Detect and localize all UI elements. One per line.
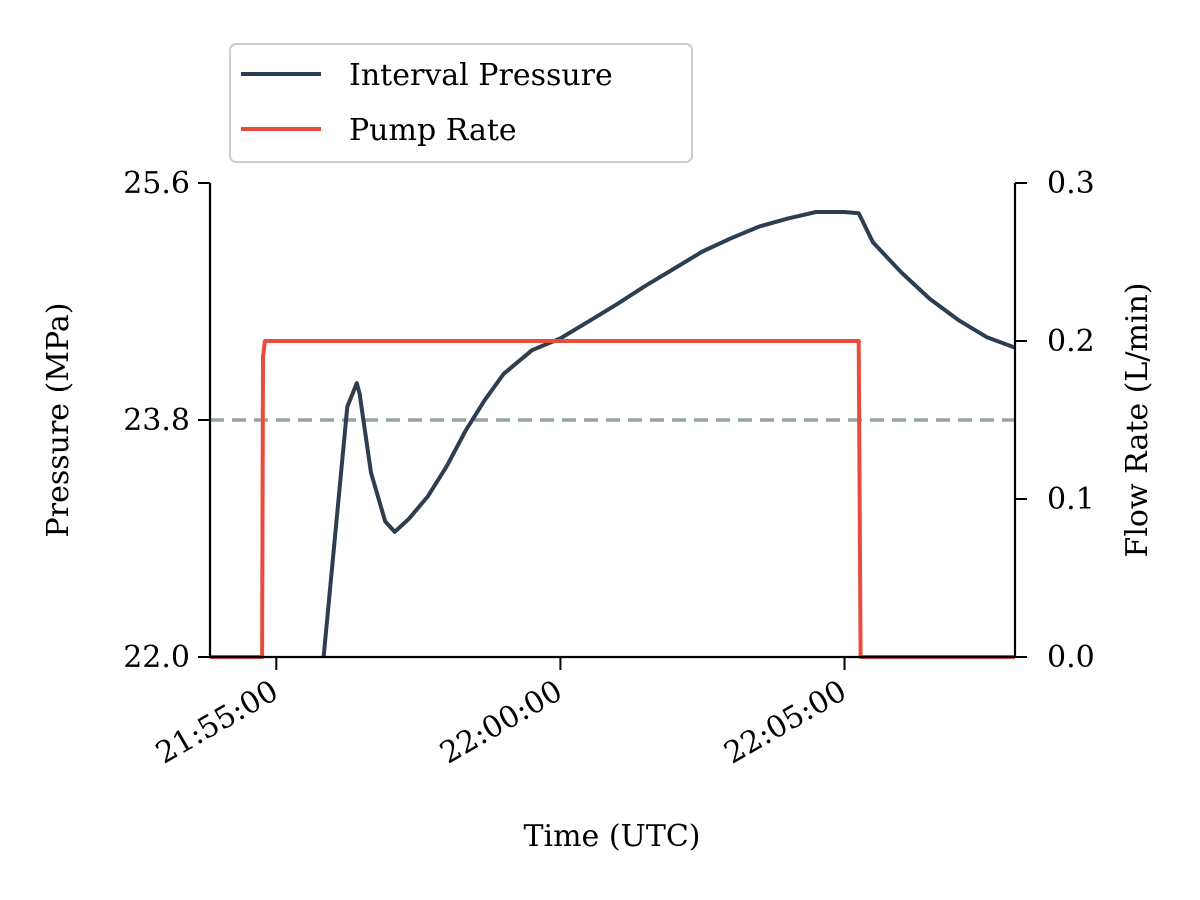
legend-frame [229, 43, 693, 163]
series-line-pump-rate [210, 339, 1015, 659]
y2-tick-label: 0.0 [1047, 640, 1095, 675]
legend-label-pressure: Interval Pressure [349, 58, 613, 93]
x-tick-label: 22:05:00 [718, 674, 852, 772]
y2-tick-label: 0.2 [1047, 324, 1095, 359]
y-tick-label: 22.0 [123, 640, 190, 675]
legend: Interval Pressure Pump Rate [229, 43, 693, 163]
ticks: 21:55:00 22:00:00 22:05:00 22.0 23.8 25.6 0.0 0… [123, 166, 1095, 771]
y-tick-label: 23.8 [123, 403, 190, 438]
legend-label-pump-rate: Pump Rate [349, 113, 517, 148]
x-axis-label: Time (UTC) [524, 819, 701, 854]
x-tick-label: 22:00:00 [434, 674, 568, 772]
y2-tick-label: 0.3 [1047, 166, 1095, 201]
y-tick-label: 25.6 [123, 166, 190, 201]
series-line-interval-pressure [321, 210, 1016, 658]
y2-axis-label: Flow Rate (L/min) [1120, 283, 1155, 558]
x-tick-label: 21:55:00 [150, 674, 284, 772]
plot-area [210, 210, 1016, 659]
y-axis-label: Pressure (MPa) [41, 303, 76, 538]
y2-tick-label: 0.1 [1047, 482, 1095, 517]
